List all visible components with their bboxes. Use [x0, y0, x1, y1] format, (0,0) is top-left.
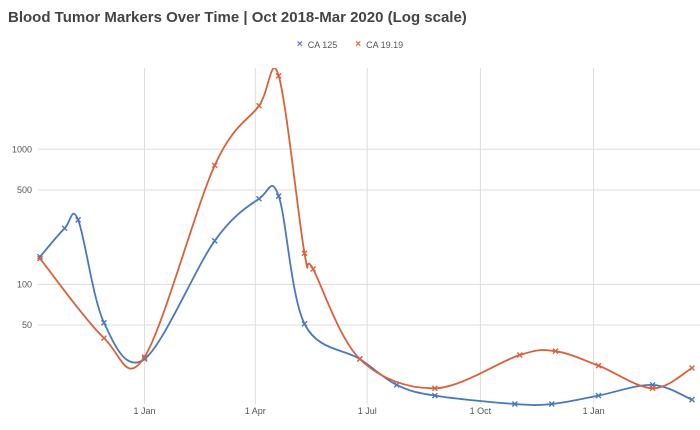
data-point [37, 255, 43, 262]
data-point [37, 253, 43, 260]
data-point [356, 356, 363, 362]
legend-marker-ca1919: × [355, 39, 362, 50]
legend-label-ca125: CA 125 [307, 40, 338, 50]
data-point [516, 351, 523, 358]
legend-label-ca1919: CA 19.19 [366, 40, 404, 50]
data-point [431, 392, 438, 399]
data-point [255, 195, 262, 202]
data-point [301, 320, 308, 327]
data-point [552, 348, 559, 355]
y-tick-label: 1000 [12, 144, 32, 154]
legend-item-ca125[interactable]: × CA 125 [296, 39, 338, 51]
x-tick-label: 1 Jul [358, 406, 377, 416]
x-tick-label: 1 Jan [134, 406, 156, 416]
data-point [689, 396, 695, 403]
data-point [61, 225, 68, 232]
data-point [689, 365, 695, 372]
data-point [100, 319, 107, 326]
data-point [100, 335, 107, 342]
data-point [255, 102, 262, 109]
legend-marker-ca125: × [296, 39, 303, 50]
data-point [548, 401, 555, 407]
data-point [211, 162, 218, 169]
data-point [310, 265, 317, 272]
data-point [211, 237, 218, 244]
legend: × CA 125 × CA 19.19 [0, 39, 700, 51]
data-point [431, 385, 438, 392]
x-tick-label: 1 Oct [470, 406, 492, 416]
y-tick-label: 500 [17, 185, 32, 195]
y-tick-label: 100 [17, 279, 32, 289]
data-point [511, 401, 518, 407]
data-point [275, 193, 282, 200]
x-tick-label: 1 Apr [245, 406, 266, 416]
series-line-ca1919 [39, 68, 693, 390]
data-point [75, 216, 82, 223]
data-point [595, 362, 602, 369]
data-point [649, 385, 656, 392]
series-line-ca125 [39, 184, 693, 406]
data-point [595, 392, 602, 399]
chart-title: Blood Tumor Markers Over Time | Oct 2018… [8, 9, 467, 26]
legend-item-ca1919[interactable]: × CA 19.19 [355, 39, 404, 51]
y-tick-label: 50 [22, 320, 32, 330]
data-point [141, 353, 148, 360]
data-point [275, 72, 282, 79]
data-point [301, 250, 308, 257]
x-tick-label: 1 Jan [583, 406, 605, 416]
